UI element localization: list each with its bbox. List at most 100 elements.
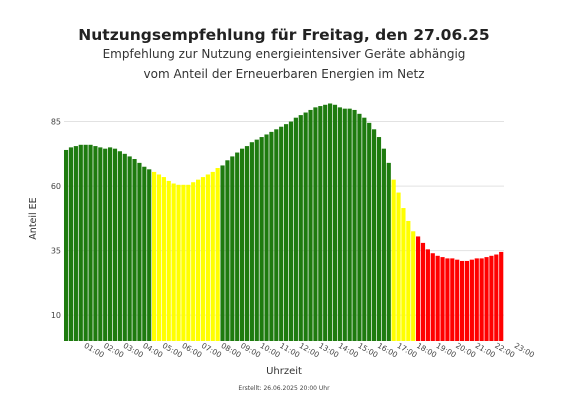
bar [474, 258, 479, 341]
bar [147, 169, 152, 341]
x-axis-label: Uhrzeit [266, 366, 302, 377]
x-tick-label: 16:00 [376, 341, 399, 360]
x-tick-label: 11:00 [278, 341, 301, 360]
bar [161, 177, 166, 341]
bar [494, 254, 499, 341]
bar [108, 147, 113, 341]
bar [284, 124, 289, 342]
bar [235, 152, 240, 341]
x-tick-label: 23:00 [513, 341, 536, 360]
bar [479, 258, 484, 341]
bar [499, 251, 504, 341]
bar [73, 146, 78, 341]
bar [367, 122, 372, 341]
x-tick-label: 14:00 [337, 341, 360, 360]
bar [230, 156, 235, 341]
chart-title: Nutzungsempfehlung für Freitag, den 27.0… [78, 26, 490, 44]
bar [313, 107, 318, 341]
bar [298, 115, 303, 341]
bar [215, 168, 220, 341]
bar [288, 121, 294, 342]
x-tick-label: 19:00 [435, 341, 458, 360]
bar [411, 231, 416, 341]
bar [240, 148, 245, 341]
bar [342, 108, 347, 341]
bar [254, 139, 259, 341]
x-tick-label: 01:00 [83, 341, 106, 360]
bar [103, 148, 108, 341]
y-axis-label: Anteil EE [28, 197, 39, 239]
bar [469, 259, 474, 341]
bar [386, 162, 391, 341]
bar [381, 148, 386, 341]
bar [406, 220, 411, 341]
bar [460, 260, 465, 341]
x-tick-label: 09:00 [239, 341, 262, 360]
bar [440, 257, 445, 341]
bar [264, 134, 269, 341]
bar [464, 260, 470, 341]
bar [274, 129, 279, 341]
bar [244, 146, 250, 341]
bar [484, 257, 489, 341]
bar [112, 148, 118, 341]
bar [137, 162, 142, 341]
y-tick-label: 10 [51, 311, 61, 320]
bar [328, 103, 333, 341]
bar [117, 151, 122, 341]
bar [269, 131, 274, 341]
bar [98, 147, 103, 341]
bar [171, 183, 176, 341]
bar [332, 104, 338, 341]
bar [347, 108, 352, 341]
bar [450, 258, 455, 341]
bar [249, 142, 254, 341]
x-tick-label: 18:00 [415, 341, 438, 360]
bar [416, 236, 421, 341]
bar [68, 147, 74, 341]
x-tick-label: 03:00 [122, 341, 145, 360]
y-tick-label: 60 [51, 182, 61, 191]
bar [186, 184, 191, 341]
x-tick-label: 13:00 [317, 341, 340, 360]
x-tick-label: 17:00 [395, 341, 418, 360]
bar [401, 208, 406, 341]
bar [132, 158, 137, 341]
bar [337, 107, 342, 341]
bar [293, 117, 298, 341]
bar [210, 171, 215, 341]
bar [83, 144, 88, 341]
bar [205, 174, 210, 341]
chart-subtitle-line-1: Empfehlung zur Nutzung energieintensiver… [102, 47, 466, 61]
x-tick-label: 05:00 [161, 341, 184, 360]
x-tick-label: 22:00 [493, 341, 516, 360]
bar [93, 146, 98, 341]
bar [122, 153, 127, 341]
bar [279, 126, 284, 341]
bar [156, 174, 162, 341]
bar [372, 129, 377, 341]
bar [308, 109, 313, 341]
bar [396, 192, 401, 341]
bar [64, 149, 69, 341]
bar [303, 112, 308, 341]
bar [225, 160, 230, 341]
bar [152, 171, 157, 341]
x-tick-label: 20:00 [454, 341, 477, 360]
bar [430, 253, 435, 341]
x-tick-label: 15:00 [356, 341, 379, 360]
bar [489, 255, 494, 341]
bar [318, 106, 323, 341]
bar [191, 182, 196, 341]
bar [78, 144, 83, 341]
x-tick-label: 02:00 [102, 341, 125, 360]
x-tick-label: 08:00 [219, 341, 242, 360]
bar [166, 180, 171, 341]
bar [196, 179, 201, 341]
bar [362, 117, 367, 341]
x-tick-label: 06:00 [180, 341, 203, 360]
bar [357, 113, 362, 341]
y-tick-label: 35 [51, 247, 61, 256]
x-tick-label: 04:00 [141, 341, 164, 360]
